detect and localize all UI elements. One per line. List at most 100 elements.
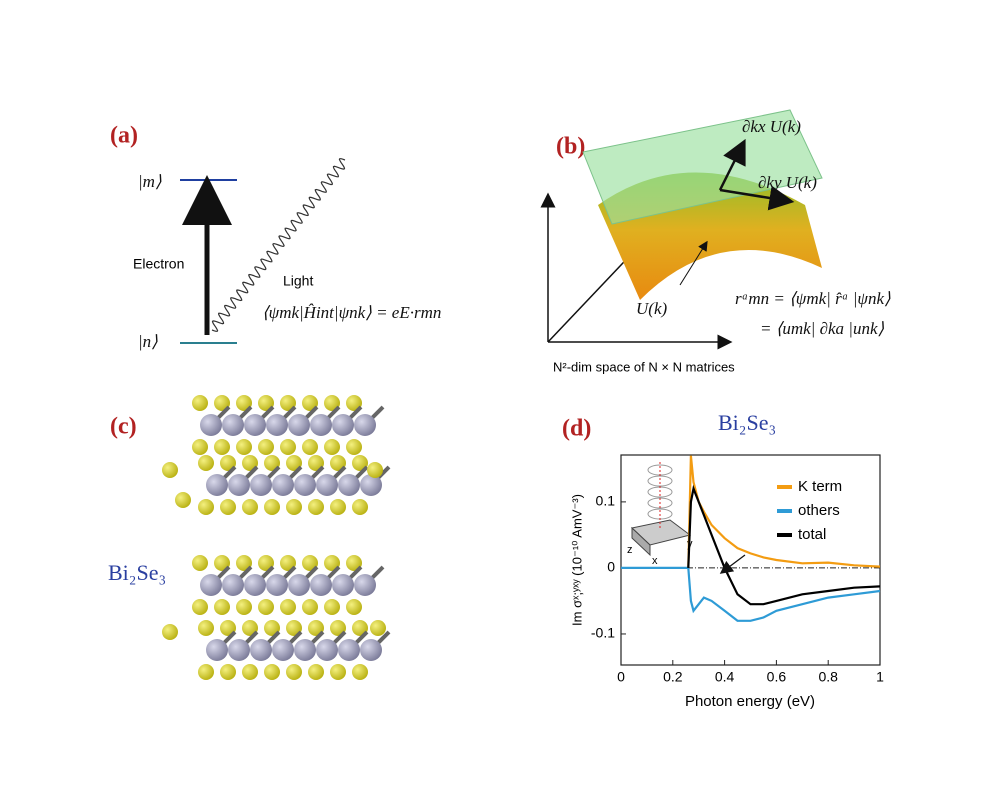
se-atom bbox=[162, 462, 178, 478]
se-atom bbox=[330, 499, 346, 515]
se-atom bbox=[286, 455, 302, 471]
inset-label: z bbox=[627, 544, 633, 556]
bi-atom bbox=[228, 639, 250, 661]
se-atom bbox=[324, 439, 340, 455]
bi-atom bbox=[272, 474, 294, 496]
se-atom bbox=[264, 664, 280, 680]
series-line bbox=[687, 484, 881, 606]
se-atom bbox=[346, 555, 362, 571]
se-atom bbox=[324, 599, 340, 615]
se-atom bbox=[280, 599, 296, 615]
bi-atom bbox=[266, 574, 288, 596]
se-atom bbox=[308, 499, 324, 515]
derivative-label: ∂ky U(k) bbox=[758, 173, 817, 192]
se-atom bbox=[330, 664, 346, 680]
x-tick-label: 0.8 bbox=[818, 669, 838, 685]
se-atom bbox=[302, 599, 318, 615]
se-atom bbox=[242, 499, 258, 515]
derivative-label: ∂kx U(k) bbox=[742, 117, 801, 136]
state-label: |n⟩ bbox=[138, 332, 158, 351]
y-axis-label: Im σˣ;ʸˣʸ (10⁻¹⁰ AmV⁻³) bbox=[569, 494, 584, 626]
bi-atom bbox=[294, 474, 316, 496]
bi-atom bbox=[338, 639, 360, 661]
bi-atom bbox=[288, 414, 310, 436]
bi-atom bbox=[228, 474, 250, 496]
bi-atom bbox=[360, 474, 382, 496]
se-atom bbox=[220, 455, 236, 471]
panel-d: (d) Bi₂Se₃ Photon energy (eV) Im σˣ;ʸˣʸ … bbox=[562, 410, 884, 710]
panel-label: (b) bbox=[556, 134, 585, 160]
se-atom bbox=[264, 620, 280, 636]
bi-atom bbox=[338, 474, 360, 496]
legend-label: others bbox=[798, 502, 840, 519]
se-atom bbox=[286, 620, 302, 636]
se-atom bbox=[324, 555, 340, 571]
annotation-arrow bbox=[719, 554, 746, 574]
se-atom bbox=[192, 395, 208, 411]
se-atom bbox=[308, 664, 324, 680]
x-tick-label: 1 bbox=[876, 669, 884, 685]
se-atom bbox=[192, 599, 208, 615]
se-atom bbox=[264, 499, 280, 515]
se-atom bbox=[162, 624, 178, 640]
vector bbox=[718, 138, 746, 191]
bi-atom bbox=[266, 414, 288, 436]
se-atom bbox=[198, 664, 214, 680]
caption: N²-dim space of N × N matrices bbox=[553, 359, 735, 374]
se-atom bbox=[198, 455, 214, 471]
se-atom bbox=[198, 620, 214, 636]
panel-label: (c) bbox=[110, 414, 137, 440]
se-atom bbox=[198, 499, 214, 515]
se-atom bbox=[346, 439, 362, 455]
se-atom bbox=[302, 439, 318, 455]
bi-atom bbox=[222, 414, 244, 436]
se-atom bbox=[324, 395, 340, 411]
se-atom bbox=[220, 499, 236, 515]
se-atom bbox=[352, 620, 368, 636]
se-atom bbox=[352, 499, 368, 515]
chart-title: Bi₂Se₃ bbox=[718, 410, 776, 435]
bi-atom bbox=[354, 414, 376, 436]
material-label: Bi₂Se₃ bbox=[108, 560, 166, 585]
y-tick-label: 0.1 bbox=[596, 493, 616, 509]
bi-atom bbox=[244, 574, 266, 596]
pointer bbox=[679, 240, 708, 286]
panel-label: (a) bbox=[110, 123, 138, 149]
se-atom bbox=[258, 555, 274, 571]
bi-atom bbox=[316, 639, 338, 661]
se-atom bbox=[286, 499, 302, 515]
se-atom bbox=[242, 455, 258, 471]
x-tick-label: 0.4 bbox=[715, 669, 735, 685]
se-atom bbox=[330, 455, 346, 471]
se-atom bbox=[346, 599, 362, 615]
se-atom bbox=[214, 439, 230, 455]
bi-atom bbox=[206, 639, 228, 661]
plot-frame bbox=[620, 454, 881, 666]
inset-slab-side bbox=[631, 526, 651, 557]
se-atom bbox=[258, 395, 274, 411]
photon bbox=[211, 158, 346, 332]
bi-atom bbox=[288, 574, 310, 596]
se-atom bbox=[302, 555, 318, 571]
se-atom bbox=[220, 664, 236, 680]
bi-atom bbox=[200, 414, 222, 436]
bi-atom bbox=[206, 474, 228, 496]
se-atom bbox=[258, 599, 274, 615]
bi-atom bbox=[200, 574, 222, 596]
se-atom bbox=[242, 664, 258, 680]
se-atom bbox=[192, 555, 208, 571]
se-atom bbox=[280, 439, 296, 455]
se-atom bbox=[280, 555, 296, 571]
equation: ⟨ψmk|Ĥint|ψnk⟩ = eE·rmn bbox=[262, 303, 441, 322]
se-atom bbox=[308, 620, 324, 636]
se-atom bbox=[214, 599, 230, 615]
bi-atom bbox=[332, 574, 354, 596]
se-atom bbox=[352, 664, 368, 680]
se-atom bbox=[236, 439, 252, 455]
series-line bbox=[621, 566, 881, 622]
equation: rᵃmn = ⟨ψmk| r̂ᵃ |ψnk⟩ bbox=[735, 289, 891, 308]
se-atom bbox=[367, 462, 383, 478]
panel-label: (d) bbox=[562, 416, 591, 442]
inset-label: x bbox=[652, 555, 658, 567]
x-tick-label: 0.6 bbox=[767, 669, 787, 685]
